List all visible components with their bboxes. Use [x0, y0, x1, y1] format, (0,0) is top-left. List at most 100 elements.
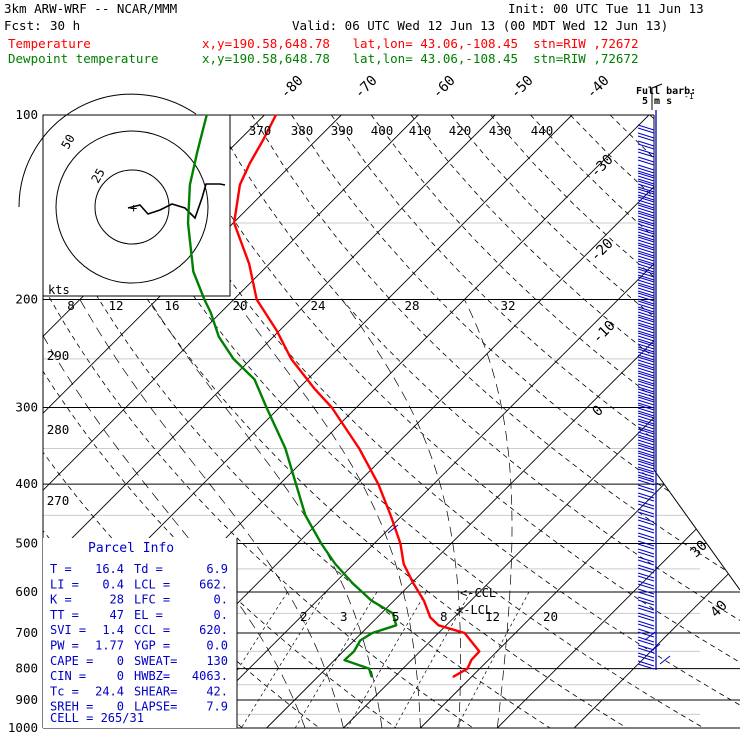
wind-barb	[637, 636, 655, 646]
theta-e-label: 370	[249, 123, 272, 138]
wind-barb-feather	[637, 388, 655, 395]
wind-barb	[637, 140, 655, 150]
wind-barb-feather	[637, 164, 655, 171]
wind-barb	[637, 348, 655, 361]
wind-barb-feather	[637, 591, 655, 598]
temperature-point	[331, 406, 333, 409]
wind-barb-feather	[637, 324, 655, 331]
wind-barb-feather	[637, 186, 655, 193]
wind-barb-feather	[637, 258, 655, 265]
temperature-point	[437, 624, 440, 627]
wind-barb-feather	[637, 292, 655, 299]
wind-barb-feather	[637, 639, 655, 646]
parcel-value: 24.4	[95, 684, 124, 698]
dewpoint-point	[370, 676, 373, 678]
wind-barb-feather	[637, 396, 655, 403]
dewpoint-point	[189, 184, 191, 186]
wind-barb-feather	[637, 362, 655, 369]
isotherm	[343, 115, 740, 729]
parcel-value: 28	[110, 593, 124, 607]
parcel-value: 1.77	[95, 639, 124, 653]
wind-barb-feather	[637, 444, 655, 451]
wind-barb	[637, 212, 655, 225]
wind-barb-feather	[637, 460, 655, 467]
wind-barb-feather	[637, 652, 655, 659]
hodograph-ring-outer	[18, 93, 197, 208]
dewpoint-point	[371, 632, 374, 634]
wind-barb-feather	[637, 263, 655, 270]
temperature-point	[314, 388, 316, 390]
wind-barb-feather	[637, 170, 655, 177]
mixing-ratio-label: 3	[340, 609, 348, 624]
wind-barb-feather	[637, 607, 655, 614]
wind-barb-feather	[637, 364, 655, 371]
wind-barb-feather	[637, 199, 655, 206]
wind-barb	[637, 388, 655, 401]
parcel-value: 42.	[206, 684, 228, 698]
dry-adiabat	[609, 115, 740, 729]
theta-label: 290	[47, 348, 70, 363]
wind-barb-feather	[637, 468, 655, 475]
temperature-point	[478, 650, 481, 653]
wind-barb-feather	[637, 375, 655, 382]
wind-barb	[637, 428, 655, 441]
wind-barb-feather	[637, 394, 655, 401]
mixing-ratio-line	[294, 591, 378, 729]
wind-barb-feather	[637, 135, 655, 142]
wind-barb-feather	[637, 660, 655, 667]
barb-legend-title: Full barb:	[636, 86, 696, 97]
wind-barb-feather	[637, 207, 655, 214]
wind-barb-feather	[637, 151, 655, 158]
wind-barb	[637, 236, 655, 249]
temperature-point	[402, 563, 405, 565]
mixing-ratio-line	[347, 591, 427, 729]
wind-barb	[637, 548, 655, 558]
theta-e-label: 400	[371, 123, 394, 138]
dewpoint-point	[203, 298, 206, 301]
wind-barb	[637, 572, 655, 582]
dry-adiabat	[649, 115, 740, 729]
temperature-point	[290, 358, 293, 360]
wind-barb-feather	[637, 404, 655, 411]
wind-barb-feather	[637, 228, 655, 235]
wind-barb	[637, 308, 655, 321]
wind-barb-feather	[637, 255, 655, 262]
parcel-key: Tc =	[50, 684, 79, 698]
dewpoint-point	[232, 358, 235, 360]
dewpoint-point	[192, 270, 195, 273]
wind-barb-feather	[637, 132, 655, 139]
pressure-label-800: 800	[15, 661, 38, 676]
temperature-point	[470, 659, 473, 661]
wind-barb-feather	[637, 500, 655, 507]
wind-barb	[637, 620, 655, 630]
wind-barb-feather	[637, 242, 655, 249]
wind-barb-feather	[637, 159, 655, 166]
wind-barb	[637, 180, 655, 193]
wind-barb	[637, 444, 655, 457]
wind-barb-feather	[637, 226, 655, 233]
parcel-key: CIN =	[50, 669, 86, 683]
wind-barb	[637, 412, 655, 425]
wind-barb-feather	[637, 124, 655, 131]
wind-barb	[637, 340, 655, 353]
dry-adiabat	[689, 115, 740, 729]
theta-label: 280	[47, 422, 70, 437]
wind-barb-feather	[637, 314, 655, 321]
isotherm-label--50: -50	[508, 73, 537, 102]
wind-barb-feather	[637, 319, 655, 326]
dewpoint-point	[320, 542, 323, 545]
parcel-value: 0	[117, 669, 124, 683]
wind-barb-feather	[637, 348, 655, 355]
wind-barb-feather	[637, 172, 655, 179]
hodograph-units: kts	[48, 283, 70, 297]
wind-barb	[637, 532, 655, 542]
isotherm-label-40: 40	[708, 598, 731, 621]
parcel-key: TT =	[50, 608, 79, 622]
wind-barb-feather	[637, 356, 655, 363]
temp-scale-label: 8	[67, 298, 75, 313]
barb-legend-feather	[651, 83, 663, 89]
wind-barb-feather	[637, 495, 655, 502]
wind-barb-feather	[637, 428, 655, 435]
wind-barb-feather	[637, 423, 655, 430]
